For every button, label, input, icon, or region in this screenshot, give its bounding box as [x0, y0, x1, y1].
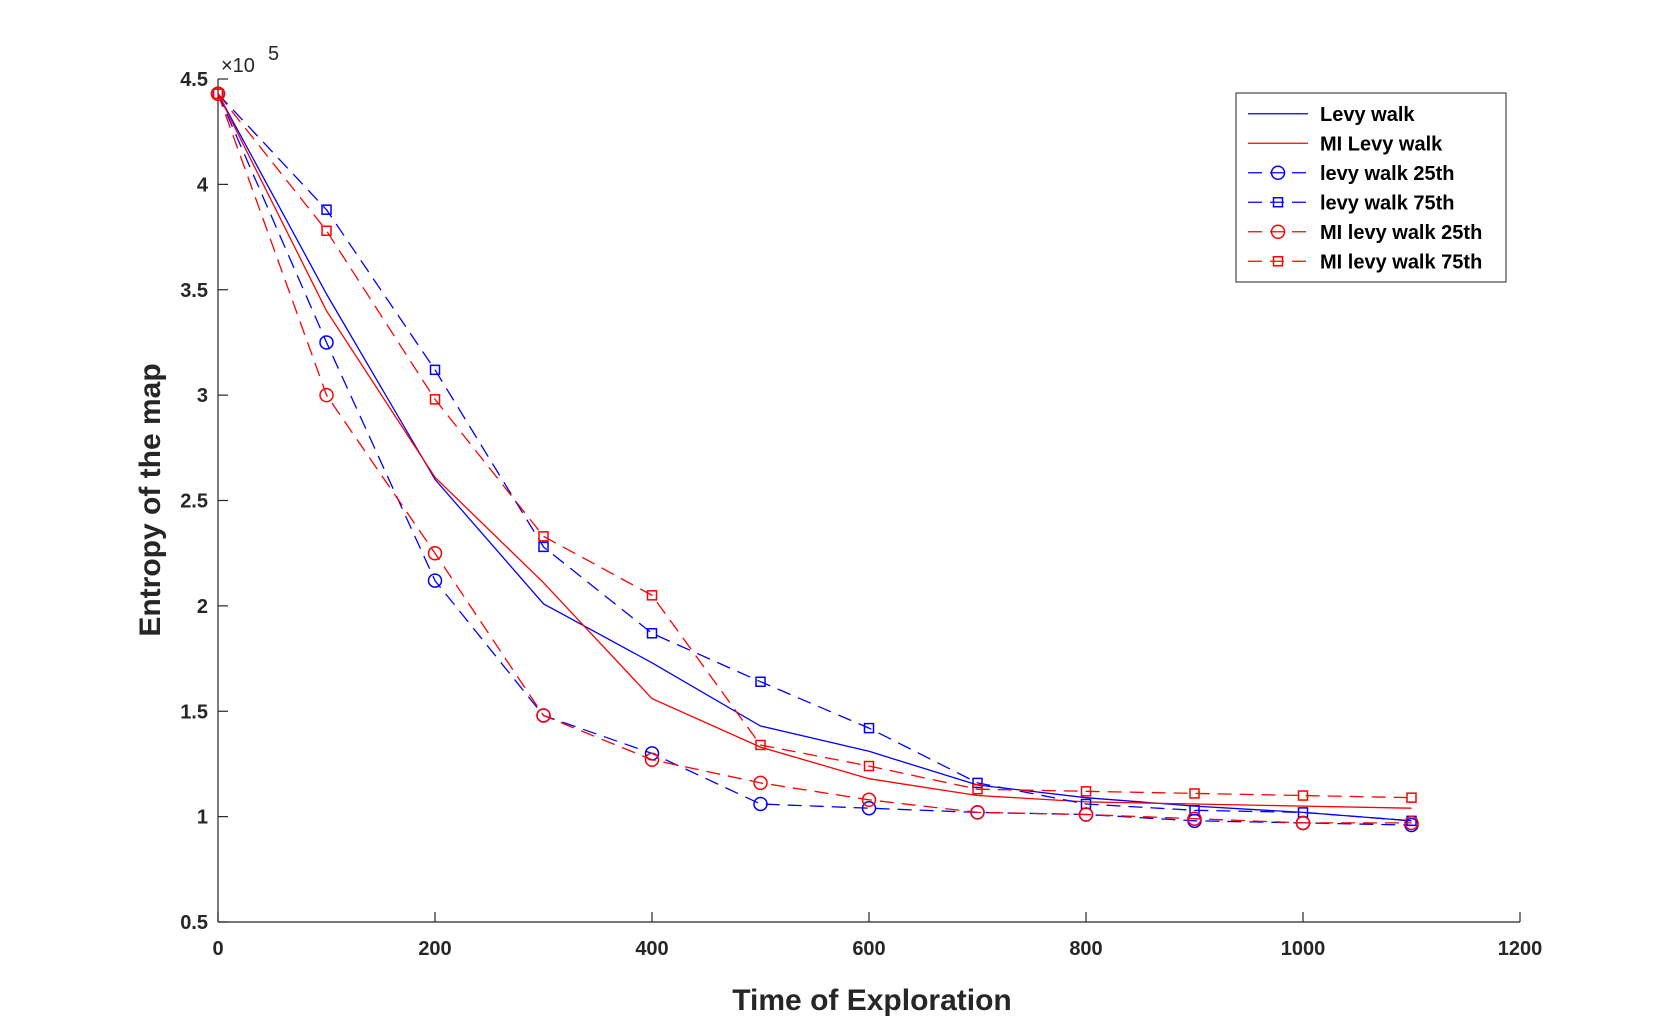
data-point: [1297, 790, 1309, 801]
data-point: [1404, 815, 1419, 831]
y-tick-label: 1: [197, 807, 208, 829]
x-tick-label: 600: [852, 938, 885, 960]
series-line-mi-levy-walk-25th: [217, 93, 1412, 824]
series-line-mi-levy-walk-75th: [217, 93, 1412, 799]
y-tick-label: 4: [197, 174, 209, 196]
y-exponent-base: ×10: [221, 55, 255, 77]
series-line-levy-walk-75th: [217, 93, 1412, 822]
data-point: [861, 792, 877, 808]
data-point: [1078, 807, 1094, 822]
data-point: [319, 387, 334, 403]
data-point: [321, 204, 332, 215]
legend-label: levy walk 25th: [1320, 163, 1455, 185]
data-point: [646, 628, 658, 639]
legend-marker: [1270, 165, 1286, 180]
legend-entry-levy-walk-25th: levy walk 25th: [1248, 163, 1455, 185]
data-point: [861, 800, 877, 816]
x-axis-title: Time of Exploration: [732, 984, 1011, 1017]
x-tick-label: 800: [1069, 938, 1102, 960]
series-layer: [210, 86, 1419, 833]
legend-entry-levy-walk-75th: levy walk 75th: [1248, 192, 1455, 214]
legend-box: [1235, 92, 1507, 283]
x-tick-label: 1000: [1281, 938, 1326, 960]
data-point: [429, 394, 441, 405]
series-line-levy-walk: [217, 93, 1412, 822]
data-point: [646, 590, 658, 601]
x-tick-label: 1200: [1498, 938, 1543, 960]
data-point: [536, 708, 551, 723]
legend-marker: [1270, 224, 1286, 239]
y-axis-exponent: ×10 5: [221, 43, 279, 77]
data-point: [321, 225, 332, 236]
data-point: [538, 541, 549, 553]
legend-label: MI Levy walk: [1320, 133, 1443, 155]
y-tick-label: 3: [197, 385, 208, 407]
data-point: [753, 796, 768, 812]
y-tick-label: 0.5: [180, 912, 208, 934]
data-point: [1295, 815, 1311, 831]
series-levy-walk: [217, 93, 1412, 822]
x-tick-label: 400: [635, 938, 668, 960]
data-point: [212, 88, 224, 100]
data-point: [755, 676, 766, 687]
y-tick-label: 3.5: [180, 280, 208, 302]
series-line-mi-levy-walk: [217, 93, 1412, 809]
legend-label: MI levy walk 25th: [1320, 222, 1482, 244]
data-point: [755, 739, 766, 751]
legend-entry-mi-levy-walk-75th: MI levy walk 75th: [1248, 251, 1482, 273]
data-point: [863, 760, 875, 772]
data-point: [970, 805, 985, 820]
legend-entry-levy-walk: Levy walk: [1248, 104, 1415, 126]
legend-marker: [1272, 256, 1284, 267]
x-axis-ticks: 0 200 400 600 800 1000 1200: [212, 912, 1542, 960]
data-point: [538, 531, 549, 542]
legend-label: MI levy walk 75th: [1320, 251, 1482, 273]
data-point: [210, 86, 226, 102]
y-axis-title: Entropy of the map: [134, 363, 167, 636]
data-point: [1189, 805, 1200, 816]
legend-entry-mi-levy-walk-25th: MI levy walk 25th: [1248, 222, 1482, 244]
series-mi-levy-walk: [217, 93, 1412, 809]
data-point: [427, 573, 443, 588]
legend-label: levy walk 75th: [1320, 192, 1455, 214]
data-point: [1080, 786, 1092, 797]
y-exponent-power: 5: [268, 43, 279, 65]
data-point: [1187, 811, 1202, 826]
data-point: [753, 775, 768, 791]
data-point: [972, 783, 983, 795]
data-point: [972, 777, 983, 789]
data-point: [1406, 792, 1417, 803]
y-tick-label: 2: [197, 596, 208, 618]
series-line-levy-walk-25th: [217, 93, 1412, 826]
legend: Levy walk MI Levy walk levy walk 25th levy …: [1235, 92, 1507, 283]
data-point: [644, 752, 660, 767]
legend-label: Levy walk: [1320, 104, 1415, 126]
data-point: [863, 722, 875, 734]
y-tick-label: 2.5: [180, 491, 208, 513]
series-mi-levy-walk-75th: [212, 88, 1417, 803]
data-point: [427, 545, 443, 561]
series-mi-levy-walk-25th: [210, 86, 1419, 831]
x-tick-label: 0: [212, 938, 223, 960]
y-axis-ticks: 0.5 1 1.5 2 2.5 3 3.5 4 4.5: [180, 69, 228, 934]
data-point: [1189, 788, 1200, 799]
y-tick-label: 1.5: [180, 701, 208, 723]
x-tick-label: 200: [418, 938, 451, 960]
data-point: [319, 335, 334, 350]
legend-marker: [1272, 197, 1284, 208]
y-tick-label: 4.5: [180, 69, 208, 91]
data-point: [429, 364, 441, 376]
legend-entry-mi-levy-walk: MI Levy walk: [1248, 133, 1443, 155]
